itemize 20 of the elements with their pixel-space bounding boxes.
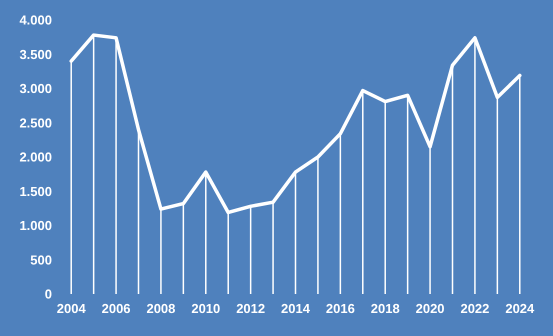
- y-tick-label: 0: [44, 286, 52, 302]
- x-tick-label: 2014: [281, 301, 311, 316]
- x-tick-label: 2004: [56, 301, 86, 316]
- y-tick-label: 1.500: [19, 184, 52, 199]
- x-tick-label: 2024: [505, 301, 536, 316]
- y-tick-label: 4.000: [19, 12, 52, 28]
- y-tick-label: 500: [30, 252, 52, 268]
- y-tick-label: 3.000: [19, 81, 52, 96]
- x-tick-label: 2012: [236, 301, 266, 316]
- x-tick-label: 2006: [102, 301, 131, 316]
- x-tick-label: 2018: [370, 301, 400, 316]
- x-tick-label: 2022: [460, 301, 490, 316]
- y-tick-label: 2.500: [19, 115, 52, 130]
- y-tick-label: 3.500: [19, 46, 52, 62]
- x-tick-label: 2020: [416, 301, 445, 316]
- y-tick-label: 2.000: [19, 150, 52, 164]
- x-tick-label: 2010: [191, 301, 220, 316]
- x-tick-label: 2008: [146, 301, 176, 316]
- x-tick-label: 2016: [326, 301, 355, 316]
- y-tick-label: 1.000: [19, 218, 52, 233]
